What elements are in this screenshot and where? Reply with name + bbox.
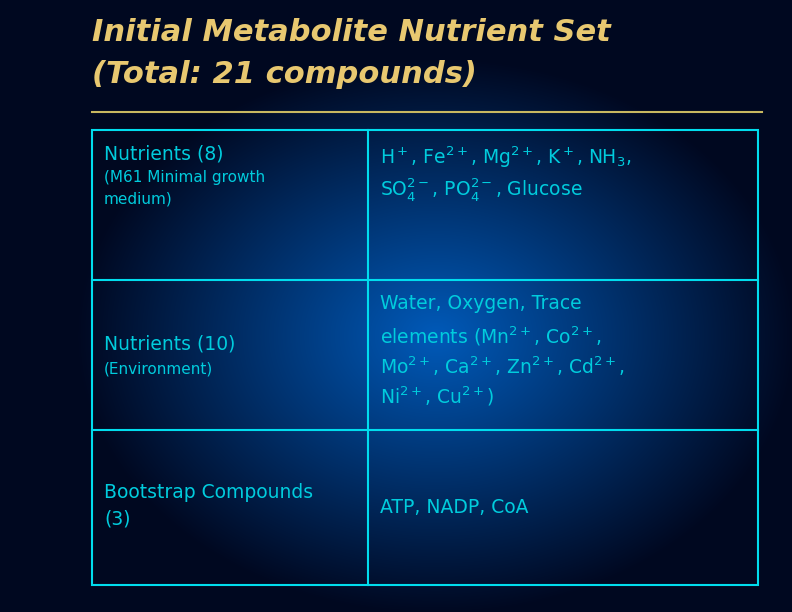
- Text: ATP, NADP, CoA: ATP, NADP, CoA: [380, 498, 529, 517]
- Text: Water, Oxygen, Trace: Water, Oxygen, Trace: [380, 294, 582, 313]
- Text: elements (Mn$^{2+}$, Co$^{2+}$,: elements (Mn$^{2+}$, Co$^{2+}$,: [380, 324, 602, 348]
- Text: Bootstrap Compounds: Bootstrap Compounds: [104, 483, 313, 502]
- Text: (M61 Minimal growth: (M61 Minimal growth: [104, 170, 265, 185]
- Text: (3): (3): [104, 510, 131, 529]
- Text: H$^+$, Fe$^{2+}$, Mg$^{2+}$, K$^+$, NH$_3$,: H$^+$, Fe$^{2+}$, Mg$^{2+}$, K$^+$, NH$_…: [380, 144, 632, 170]
- Text: (Environment): (Environment): [104, 361, 213, 376]
- Bar: [92, 130, 758, 585]
- Text: Nutrients (8): Nutrients (8): [104, 144, 223, 163]
- Text: Ni$^{2+}$, Cu$^{2+}$): Ni$^{2+}$, Cu$^{2+}$): [380, 384, 494, 408]
- Text: medium): medium): [104, 192, 173, 207]
- Text: Initial Metabolite Nutrient Set: Initial Metabolite Nutrient Set: [92, 18, 611, 47]
- Text: Nutrients (10): Nutrients (10): [104, 335, 235, 354]
- Text: Mo$^{2+}$, Ca$^{2+}$, Zn$^{2+}$, Cd$^{2+}$,: Mo$^{2+}$, Ca$^{2+}$, Zn$^{2+}$, Cd$^{2+…: [380, 354, 625, 378]
- Text: (Total: 21 compounds): (Total: 21 compounds): [92, 60, 477, 89]
- Text: SO$_4^{2-}$, PO$_4^{2-}$, Glucose: SO$_4^{2-}$, PO$_4^{2-}$, Glucose: [380, 176, 583, 203]
